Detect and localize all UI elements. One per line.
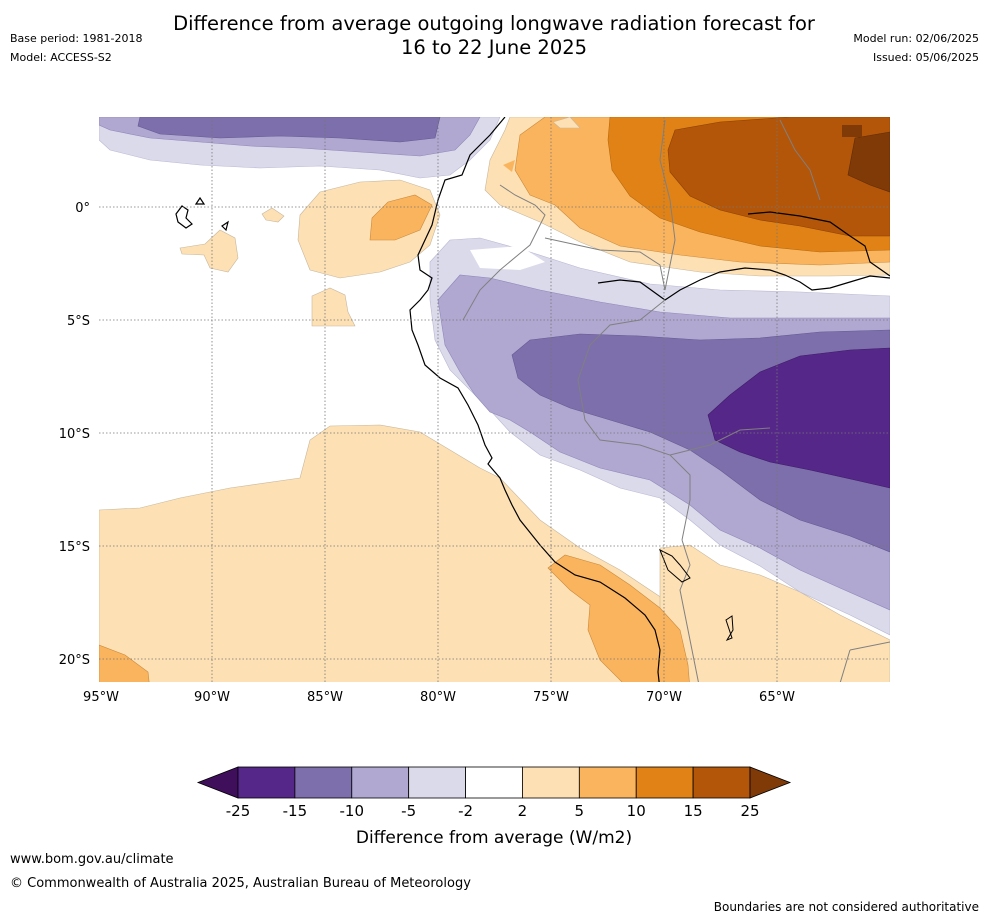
latitude-labels: 0° 5°S 10°S 15°S 20°S: [59, 201, 90, 668]
colorbar-extend-low: [196, 766, 239, 799]
map-field: [99, 117, 890, 682]
colorbar-tick-label: 10: [627, 802, 646, 820]
base-period-text: Base period: 1981-2018: [10, 32, 143, 45]
contour-5-10-peru: [547, 554, 690, 682]
lon-label-80w: 80°W: [420, 690, 456, 705]
footer-url[interactable]: www.bom.gov.au/climate: [10, 852, 174, 867]
contour-5-10-west-1: [369, 194, 433, 241]
colorbar-tick-label: 25: [740, 802, 759, 820]
contour-15-25-northeast: [667, 117, 890, 237]
colorbar-segment: [692, 766, 751, 799]
lat-label-10s: 10°S: [59, 427, 90, 442]
issued-text: Issued: 05/06/2025: [872, 51, 979, 64]
contour-2-5-southeast: [659, 544, 890, 682]
colorbar-tick-label: 2: [518, 802, 528, 820]
contour-neg-15-25-south: [707, 347, 890, 489]
colorbar-segment: [294, 766, 353, 799]
contour-5-10-corner: [99, 644, 150, 682]
colorbar-tick-label: 15: [684, 802, 703, 820]
lon-label-70w: 70°W: [646, 690, 682, 705]
contour-neg-10-15-north: [137, 117, 441, 143]
colorbar: [196, 766, 792, 799]
colorbar-extend-high: [749, 766, 792, 799]
colorbar-tick-label: -15: [283, 802, 308, 820]
contour-2-5-north-spot: [552, 117, 581, 129]
contour-2-5-west-2: [311, 287, 356, 327]
lon-label-95w: 95°W: [83, 690, 119, 705]
lat-label-0: 0°: [75, 201, 90, 216]
lat-label-5s: 5°S: [67, 314, 90, 329]
country-borders: [462, 119, 890, 682]
title-line-2: 16 to 22 June 2025: [400, 36, 588, 59]
lon-label-85w: 85°W: [307, 690, 343, 705]
caribbean-coast: [747, 211, 890, 277]
contour-neg-white-hole: [470, 246, 545, 270]
coastline: [409, 117, 661, 682]
bolivian-lakes: [725, 615, 734, 642]
colorbar-tick-label: -25: [226, 802, 251, 820]
colorbar-segment: [237, 766, 296, 799]
north-coast: [597, 267, 890, 301]
colorbar-label: Difference from average (W/m2): [356, 828, 632, 848]
longitude-labels: 95°W 90°W 85°W 80°W 75°W 70°W 65°W: [83, 690, 795, 705]
lon-label-75w: 75°W: [533, 690, 569, 705]
footer-disclaimer: Boundaries are not considered authoritat…: [713, 900, 979, 914]
colorbar-segment: [522, 766, 580, 799]
colorbar-segment: [351, 766, 410, 799]
colorbar-tick-label: -5: [401, 802, 416, 820]
title-line-1: Difference from average outgoing longwav…: [173, 12, 815, 35]
colorbar-segment: [465, 766, 523, 799]
contour-5-10-north-spot: [503, 160, 515, 172]
lake-titicaca: [659, 548, 691, 583]
contour-2-5-west-3: [179, 229, 239, 273]
colorbar-tick-labels: -25 -15 -10 -5 -2 2 5 10 15 25: [226, 802, 760, 820]
map-title: Difference from average outgoing longwav…: [0, 12, 988, 60]
lat-label-20s: 20°S: [59, 653, 90, 668]
colorbar-segment: [408, 766, 466, 799]
colorbar-tick-label: -2: [458, 802, 473, 820]
model-text: Model: ACCESS-S2: [10, 51, 112, 64]
contour-above-25-northeast: [847, 131, 890, 193]
lon-label-65w: 65°W: [759, 690, 795, 705]
gridlines: [99, 117, 890, 682]
contour-2-5-west-4: [261, 207, 285, 223]
lon-label-90w: 90°W: [194, 690, 230, 705]
lat-label-15s: 15°S: [59, 540, 90, 555]
footer-copyright: © Commonwealth of Australia 2025, Austra…: [10, 876, 471, 891]
colorbar-tick-label: -10: [340, 802, 365, 820]
model-run-text: Model run: 02/06/2025: [853, 32, 979, 45]
colorbar-segment: [578, 766, 637, 799]
colorbar-segment: [635, 766, 694, 799]
contour-above-25-small: [842, 125, 862, 137]
colorbar-tick-label: 5: [575, 802, 585, 820]
